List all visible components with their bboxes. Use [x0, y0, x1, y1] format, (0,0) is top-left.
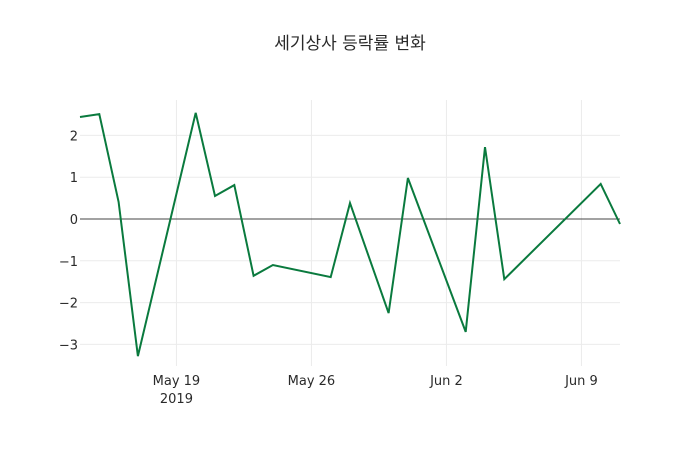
y-tick-label: 2 [70, 129, 78, 144]
x-tick-label: May 26 [288, 374, 336, 389]
x-tick-label: Jun 2 [429, 374, 463, 389]
y-tick-label: −1 [59, 255, 78, 270]
gridlines [80, 100, 620, 366]
y-tick-label: 0 [70, 213, 78, 228]
x-tick-year: 2019 [160, 392, 193, 407]
y-tick-label: −2 [59, 297, 78, 312]
y-tick-label: 1 [70, 171, 78, 186]
x-tick-label: May 19 [153, 374, 201, 389]
x-tick-label: Jun 9 [564, 374, 598, 389]
y-tick-label: −3 [59, 338, 78, 353]
y-axis-ticks: 2 1 0 −1 −2 −3 [59, 129, 78, 353]
x-axis-ticks: May 19 2019 May 26 Jun 2 Jun 9 [153, 374, 598, 407]
chart-title: 세기상사 등락률 변화 [274, 34, 426, 54]
series-line [79, 112, 621, 357]
